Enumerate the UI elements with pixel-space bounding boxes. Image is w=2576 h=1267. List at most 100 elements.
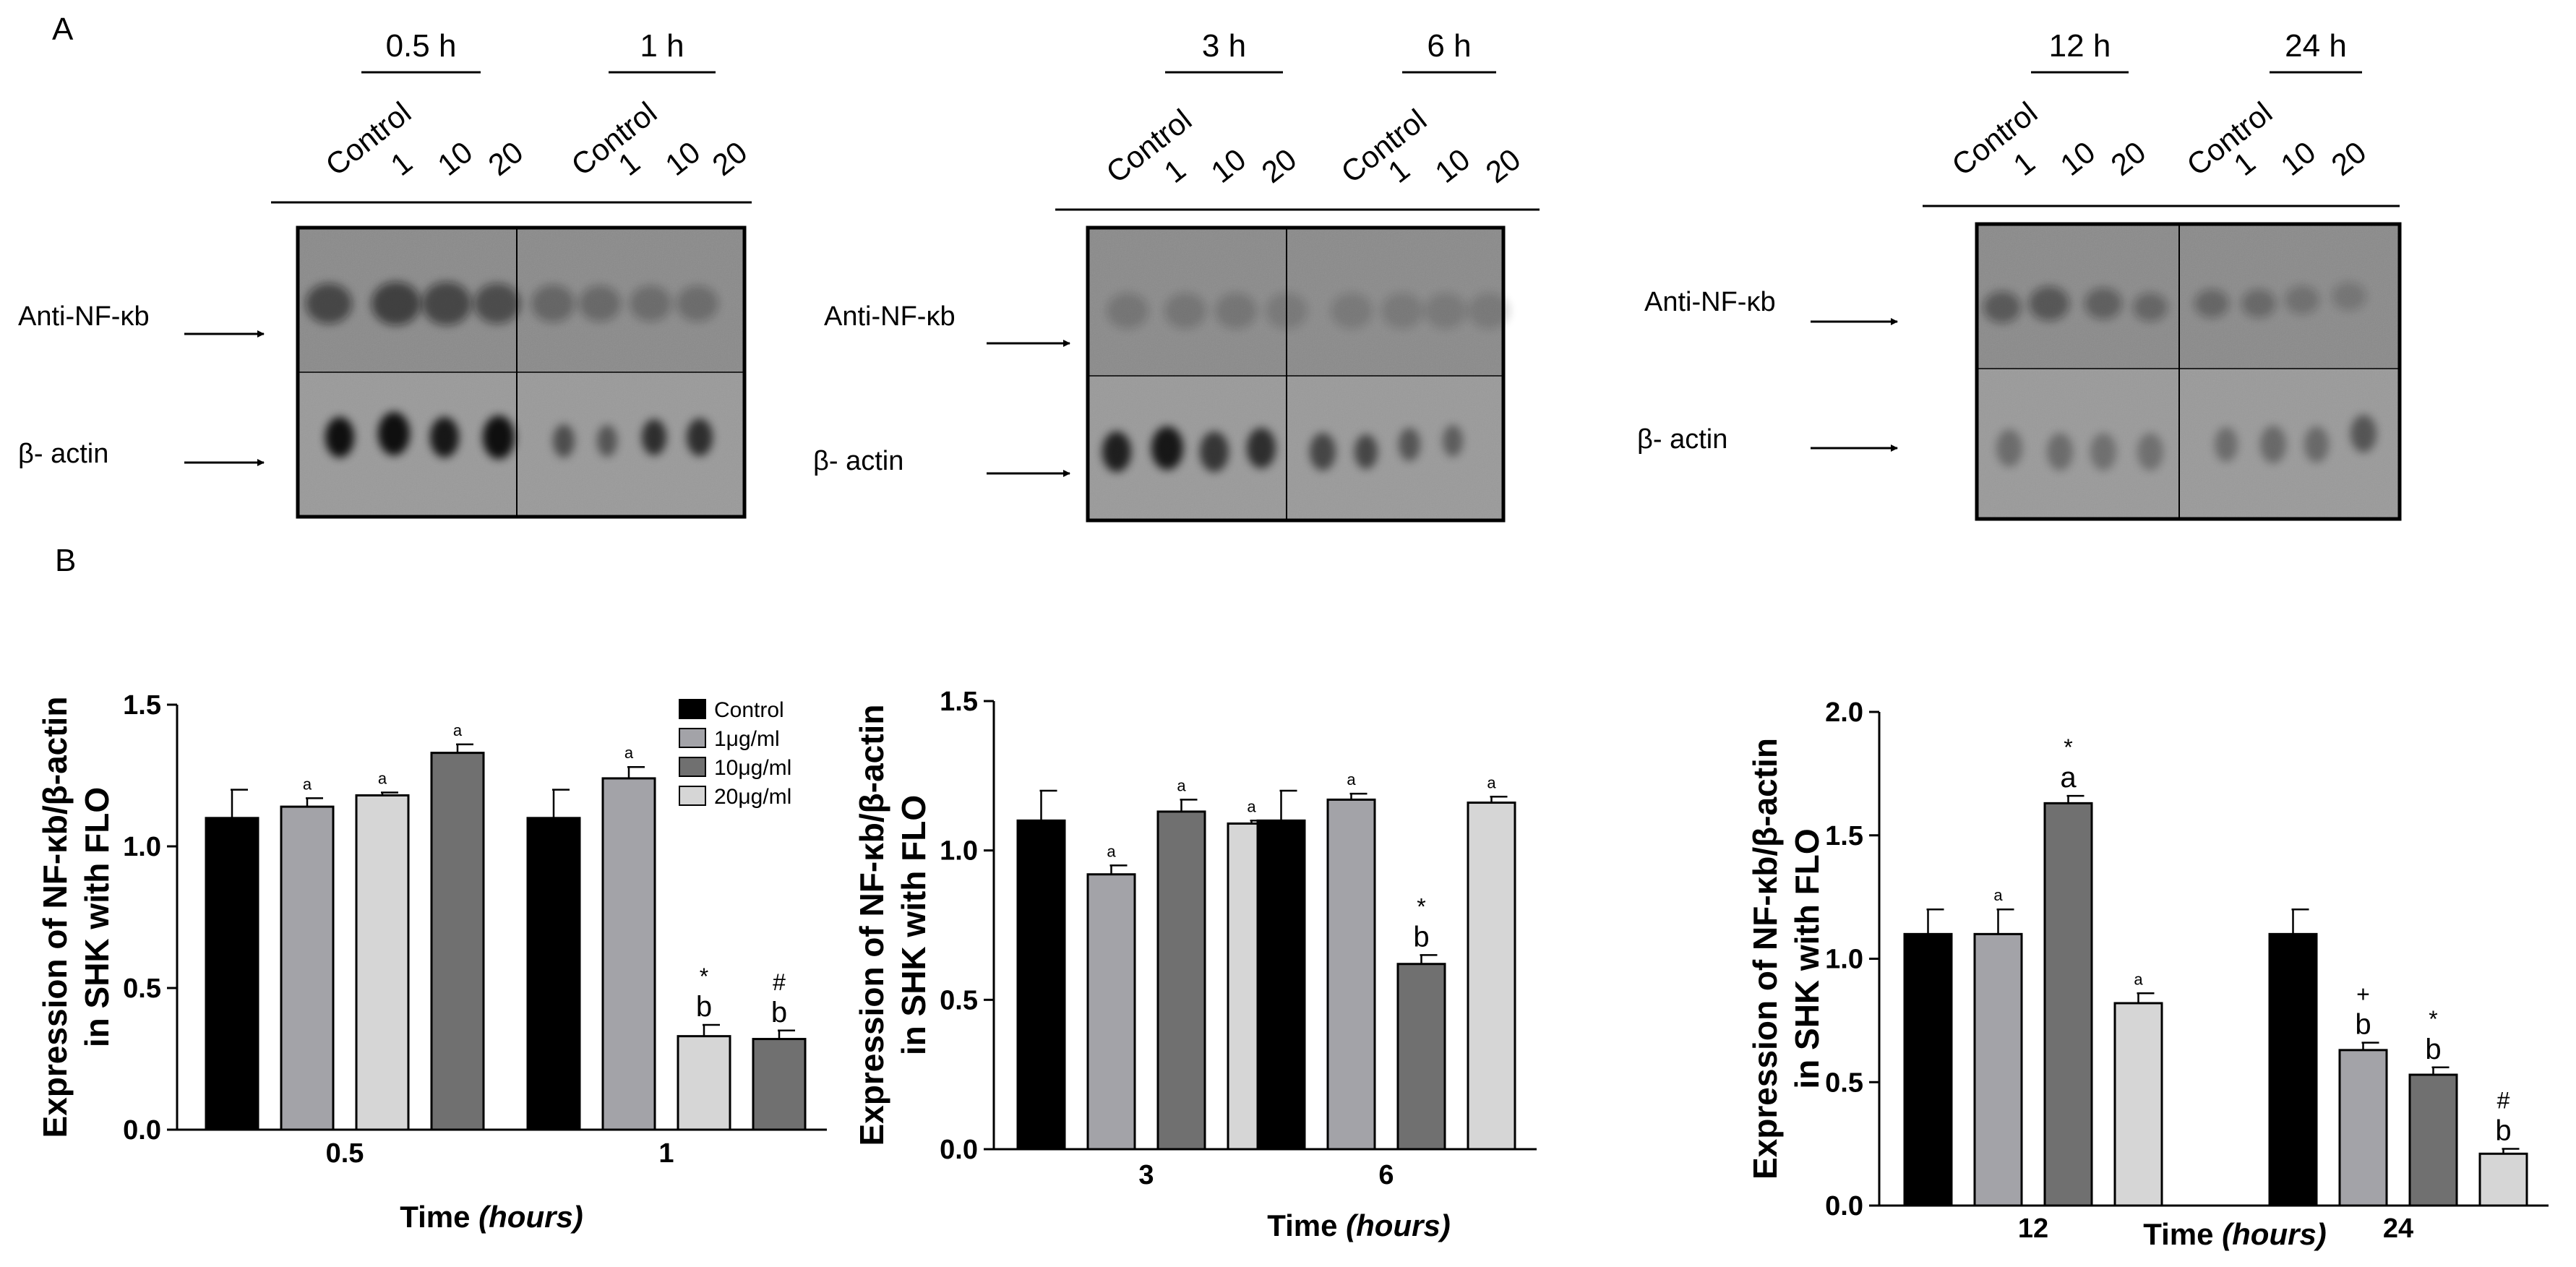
significance-letter: b bbox=[696, 991, 712, 1023]
significance-letter: a bbox=[303, 775, 312, 793]
y-tick-label: 1.0 bbox=[1825, 945, 1863, 975]
y-tick-label: 1.0 bbox=[123, 832, 161, 862]
lane-label: 10 bbox=[2275, 134, 2322, 182]
time-label: 6 h bbox=[1427, 28, 1471, 64]
actin-spot bbox=[2304, 426, 2329, 463]
legend-label: Control bbox=[714, 698, 784, 722]
nfkb-spot bbox=[474, 283, 520, 324]
legend-swatch bbox=[679, 728, 706, 748]
y-tick-label: 2.0 bbox=[1825, 697, 1863, 728]
time-label: 3 h bbox=[1202, 28, 1246, 64]
significance-letter: a bbox=[624, 744, 634, 762]
x-axis-label-main: Time bbox=[1267, 1208, 1346, 1242]
legend-swatch bbox=[679, 757, 706, 777]
nfkb-spot bbox=[1468, 293, 1510, 329]
lane-label: 10 bbox=[1429, 142, 1477, 189]
actin-spot bbox=[2047, 433, 2073, 471]
lane-label: Control bbox=[2181, 95, 2279, 182]
x-axis-label-main: Time bbox=[400, 1200, 478, 1234]
nfkb-spot bbox=[1381, 293, 1423, 329]
significance-symbol: # bbox=[773, 969, 786, 995]
nfkb-spot bbox=[1425, 293, 1467, 329]
actin-spot bbox=[2350, 415, 2377, 452]
bar bbox=[1256, 819, 1306, 1151]
nfkb-spot bbox=[531, 285, 575, 322]
actin-row-label: β- actin bbox=[813, 446, 903, 476]
lane-label: Control bbox=[565, 95, 664, 182]
y-axis-label-line2: in SHK with FLO bbox=[895, 795, 932, 1055]
actin-band-noise bbox=[1088, 376, 1503, 520]
y-tick-label: 0.5 bbox=[1825, 1068, 1863, 1098]
bar bbox=[677, 1035, 731, 1131]
lane-label: 20 bbox=[2325, 134, 2373, 182]
panel-a-label: A bbox=[52, 12, 74, 47]
nfkb-spot bbox=[1331, 293, 1373, 329]
lane-label: 1 bbox=[385, 145, 418, 182]
lane-label: 20 bbox=[2105, 134, 2152, 182]
chart-3: 0.0 0.5 1.0 1.5 2.0 Expression of NF-κb/β-act… bbox=[1746, 697, 2549, 1251]
nfkb-spot bbox=[2285, 285, 2319, 314]
nfkb-spot bbox=[579, 285, 621, 322]
x-axis-label: Time (hours) bbox=[2143, 1217, 2327, 1251]
time-label: 24 h bbox=[2285, 28, 2347, 64]
x-axis-label-unit: (hours) bbox=[1346, 1208, 1451, 1242]
actin-spot bbox=[2090, 433, 2116, 471]
x-tick-label: 0.5 bbox=[326, 1138, 364, 1169]
bar bbox=[1156, 810, 1206, 1151]
significance-letter: a bbox=[1107, 842, 1116, 860]
actin-spot bbox=[1310, 433, 1336, 471]
y-tick-label: 1.0 bbox=[940, 836, 978, 867]
bar bbox=[1086, 873, 1136, 1151]
y-axis-label: Expression of NF-κb/β-actin bbox=[853, 705, 890, 1146]
x-tick-label: 6 bbox=[1378, 1160, 1394, 1190]
significance-letter: a bbox=[378, 770, 387, 788]
nfkb-spot bbox=[1983, 291, 2021, 323]
y-axis-label: Expression of NF-κb/β-actin bbox=[36, 697, 74, 1138]
bar bbox=[205, 817, 259, 1131]
y-tick-label: 0.0 bbox=[1825, 1191, 1863, 1221]
nfkb-spot bbox=[2241, 289, 2276, 318]
lane-label: 1 bbox=[612, 145, 646, 182]
time-label: 12 h bbox=[2049, 28, 2111, 64]
actin-band-noise bbox=[1977, 369, 2400, 519]
bar bbox=[1016, 819, 1066, 1151]
y-tick-label: 0.0 bbox=[940, 1135, 978, 1165]
significance-symbol: + bbox=[2356, 982, 2370, 1008]
y-axis-label-line2: in SHK with FLO bbox=[1788, 828, 1826, 1088]
y-tick-label: 1.5 bbox=[123, 690, 161, 721]
significance-letter: b bbox=[1413, 921, 1429, 953]
lane-label: 20 bbox=[1480, 142, 1527, 189]
actin-spot bbox=[1102, 431, 1131, 472]
significance-letter: b bbox=[771, 997, 787, 1028]
legend-label: 20μg/ml bbox=[714, 785, 791, 809]
significance-letter: a bbox=[1247, 797, 1256, 815]
actin-spot bbox=[1151, 426, 1183, 470]
lane-label: Control bbox=[1335, 103, 1433, 189]
actin-band-noise bbox=[298, 372, 744, 517]
y-tick-label: 1.5 bbox=[1825, 821, 1863, 851]
nfkb-spot bbox=[422, 282, 471, 325]
bar bbox=[1973, 932, 2023, 1207]
x-axis-label: Time (hours) bbox=[1267, 1208, 1451, 1242]
y-tick-label: 1.5 bbox=[940, 687, 978, 717]
nfkb-row-label: Anti-NF-κb bbox=[18, 301, 150, 332]
legend-swatch bbox=[679, 699, 706, 719]
time-label: 1 h bbox=[640, 28, 684, 64]
actin-row-label: β- actin bbox=[18, 439, 108, 469]
nfkb-spot bbox=[677, 285, 718, 322]
actin-spot bbox=[1443, 425, 1463, 457]
bar bbox=[2268, 932, 2318, 1207]
significance-symbol: * bbox=[2064, 734, 2072, 760]
bar bbox=[1326, 798, 1376, 1151]
y-axis-label-line2: in SHK with FLO bbox=[78, 787, 116, 1047]
lane-label: 20 bbox=[482, 134, 530, 182]
significance-letter: a bbox=[2134, 970, 2143, 988]
bar bbox=[2113, 1002, 2163, 1207]
significance-letter: b bbox=[2355, 1009, 2371, 1041]
bar bbox=[752, 1038, 807, 1131]
nfkb-spot bbox=[2029, 286, 2069, 321]
